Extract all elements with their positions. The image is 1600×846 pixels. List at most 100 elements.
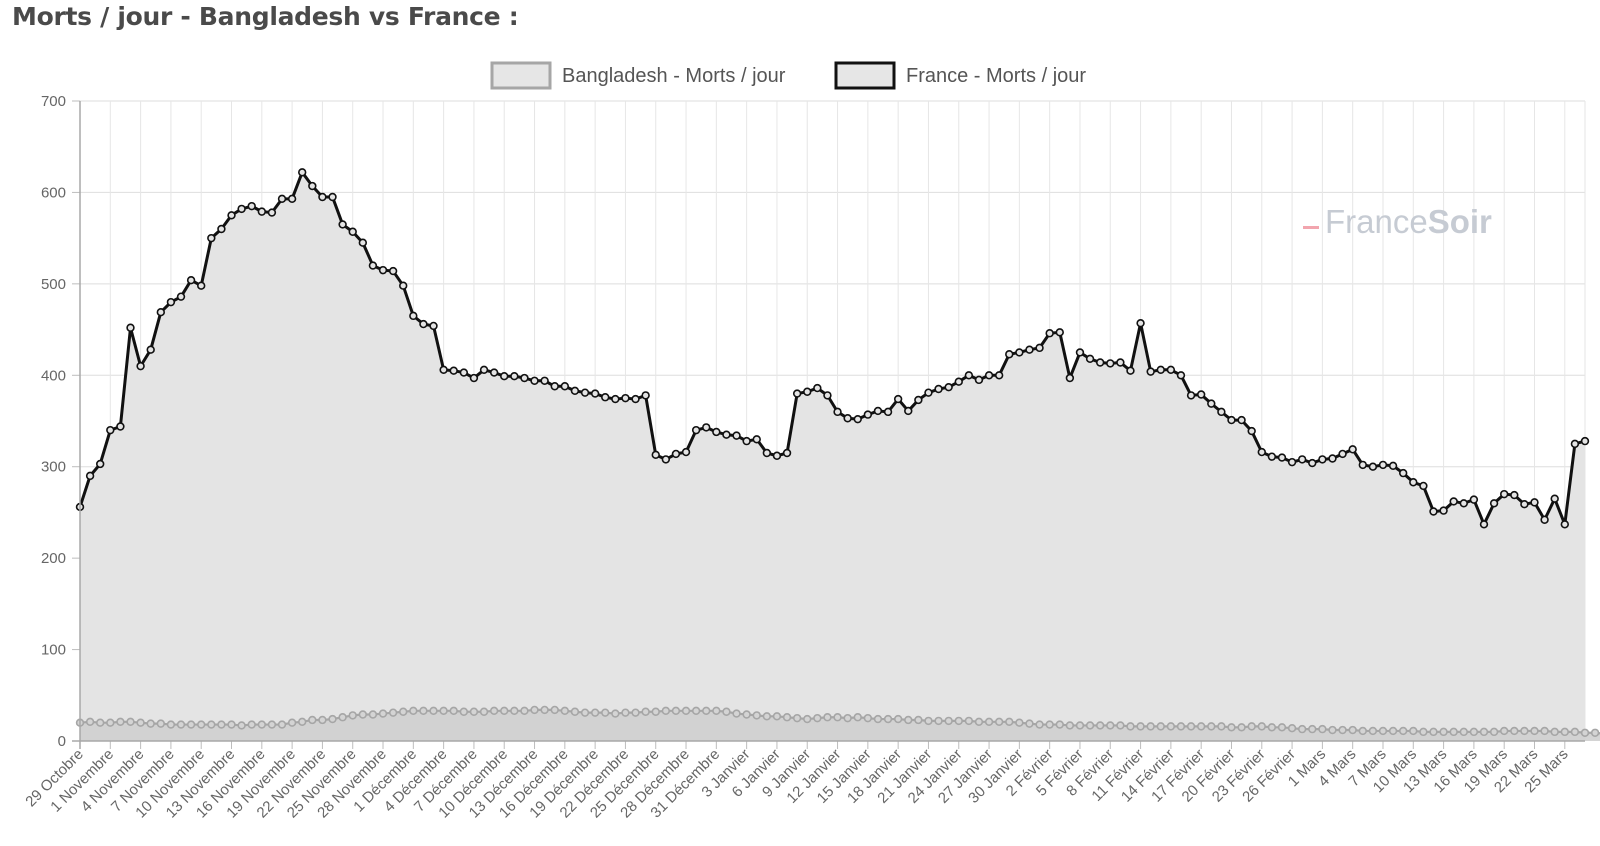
point-bangladesh[interactable] bbox=[1176, 722, 1186, 731]
point-france[interactable] bbox=[1267, 452, 1277, 461]
point-bangladesh[interactable] bbox=[1267, 723, 1277, 732]
point-bangladesh[interactable] bbox=[904, 715, 913, 725]
point-bangladesh[interactable] bbox=[388, 708, 398, 717]
point-bangladesh[interactable] bbox=[1217, 722, 1226, 731]
point-france[interactable] bbox=[1469, 495, 1479, 504]
point-france[interactable] bbox=[358, 238, 368, 247]
point-bangladesh[interactable] bbox=[813, 713, 822, 723]
point-bangladesh[interactable] bbox=[449, 706, 458, 716]
point-france[interactable] bbox=[752, 435, 761, 444]
point-bangladesh[interactable] bbox=[1207, 722, 1216, 731]
point-bangladesh[interactable] bbox=[1095, 721, 1105, 730]
point-bangladesh[interactable] bbox=[661, 706, 671, 716]
point-bangladesh[interactable] bbox=[176, 720, 186, 729]
point-bangladesh[interactable] bbox=[95, 718, 105, 727]
point-france[interactable] bbox=[479, 365, 489, 374]
point-bangladesh[interactable] bbox=[1237, 723, 1246, 732]
point-france[interactable] bbox=[712, 427, 721, 437]
point-bangladesh[interactable] bbox=[207, 720, 216, 729]
point-france[interactable] bbox=[1025, 345, 1034, 354]
point-bangladesh[interactable] bbox=[308, 715, 317, 725]
point-france[interactable] bbox=[904, 406, 913, 416]
point-bangladesh[interactable] bbox=[570, 707, 580, 716]
point-bangladesh[interactable] bbox=[681, 706, 691, 716]
point-france[interactable] bbox=[1277, 453, 1287, 462]
point-france[interactable] bbox=[277, 194, 287, 204]
point-bangladesh[interactable] bbox=[873, 714, 883, 724]
point-bangladesh[interactable] bbox=[1520, 726, 1529, 736]
point-bangladesh[interactable] bbox=[1358, 726, 1367, 736]
point-france[interactable] bbox=[409, 311, 418, 321]
point-bangladesh[interactable] bbox=[1065, 721, 1075, 730]
point-bangladesh[interactable] bbox=[1166, 722, 1176, 731]
point-france[interactable] bbox=[671, 449, 681, 459]
point-bangladesh[interactable] bbox=[459, 707, 469, 716]
point-bangladesh[interactable] bbox=[580, 708, 590, 717]
point-bangladesh[interactable] bbox=[1297, 724, 1307, 734]
point-france[interactable] bbox=[1308, 458, 1317, 468]
point-bangladesh[interactable] bbox=[1085, 721, 1095, 730]
point-france[interactable] bbox=[570, 386, 580, 396]
point-france[interactable] bbox=[469, 373, 479, 383]
point-bangladesh[interactable] bbox=[1368, 726, 1378, 736]
point-france[interactable] bbox=[974, 375, 984, 385]
point-france[interactable] bbox=[550, 382, 559, 391]
point-france[interactable] bbox=[1479, 520, 1489, 529]
point-bangladesh[interactable] bbox=[469, 707, 479, 716]
point-france[interactable] bbox=[560, 382, 570, 391]
point-bangladesh[interactable] bbox=[1388, 726, 1398, 736]
point-france[interactable] bbox=[1156, 365, 1165, 374]
point-france[interactable] bbox=[621, 393, 630, 403]
point-france[interactable] bbox=[1196, 390, 1206, 399]
point-bangladesh[interactable] bbox=[762, 712, 772, 721]
point-france[interactable] bbox=[126, 323, 135, 332]
point-france[interactable] bbox=[1348, 445, 1357, 454]
point-bangladesh[interactable] bbox=[540, 705, 549, 715]
point-bangladesh[interactable] bbox=[378, 709, 388, 718]
point-bangladesh[interactable] bbox=[803, 714, 812, 724]
point-france[interactable] bbox=[1550, 494, 1559, 503]
point-bangladesh[interactable] bbox=[601, 708, 610, 717]
point-bangladesh[interactable] bbox=[641, 707, 650, 716]
point-france[interactable] bbox=[590, 389, 600, 398]
point-bangladesh[interactable] bbox=[318, 715, 327, 725]
point-france[interactable] bbox=[833, 407, 842, 417]
point-france[interactable] bbox=[298, 168, 307, 177]
point-france[interactable] bbox=[772, 451, 782, 460]
point-france[interactable] bbox=[601, 393, 610, 402]
point-bangladesh[interactable] bbox=[237, 721, 246, 730]
point-bangladesh[interactable] bbox=[1227, 723, 1236, 732]
point-france[interactable] bbox=[1368, 462, 1378, 471]
point-france[interactable] bbox=[1085, 354, 1095, 364]
point-bangladesh[interactable] bbox=[1439, 727, 1448, 737]
point-france[interactable] bbox=[1176, 371, 1186, 380]
point-france[interactable] bbox=[732, 431, 741, 440]
point-france[interactable] bbox=[1459, 499, 1468, 508]
point-bangladesh[interactable] bbox=[1398, 726, 1408, 736]
point-france[interactable] bbox=[924, 388, 933, 397]
point-bangladesh[interactable] bbox=[479, 707, 489, 716]
point-france[interactable] bbox=[227, 211, 236, 220]
point-bangladesh[interactable] bbox=[671, 706, 681, 716]
point-bangladesh[interactable] bbox=[106, 718, 115, 727]
point-france[interactable] bbox=[419, 319, 428, 329]
point-france[interactable] bbox=[1217, 407, 1226, 417]
point-france[interactable] bbox=[429, 321, 438, 331]
point-france[interactable] bbox=[510, 372, 519, 381]
point-bangladesh[interactable] bbox=[712, 706, 721, 716]
point-bangladesh[interactable] bbox=[823, 713, 832, 722]
point-bangladesh[interactable] bbox=[429, 706, 438, 716]
point-france[interactable] bbox=[1186, 391, 1196, 400]
point-france[interactable] bbox=[1055, 328, 1064, 337]
point-france[interactable] bbox=[1378, 460, 1388, 470]
point-france[interactable] bbox=[994, 371, 1004, 380]
point-france[interactable] bbox=[1510, 490, 1519, 500]
point-bangladesh[interactable] bbox=[1409, 726, 1418, 736]
point-bangladesh[interactable] bbox=[247, 720, 256, 729]
point-france[interactable] bbox=[1358, 460, 1367, 470]
point-bangladesh[interactable] bbox=[1550, 727, 1559, 737]
point-bangladesh[interactable] bbox=[924, 716, 933, 726]
point-bangladesh[interactable] bbox=[631, 708, 640, 717]
point-france[interactable] bbox=[1106, 359, 1115, 368]
point-france[interactable] bbox=[1035, 343, 1044, 353]
